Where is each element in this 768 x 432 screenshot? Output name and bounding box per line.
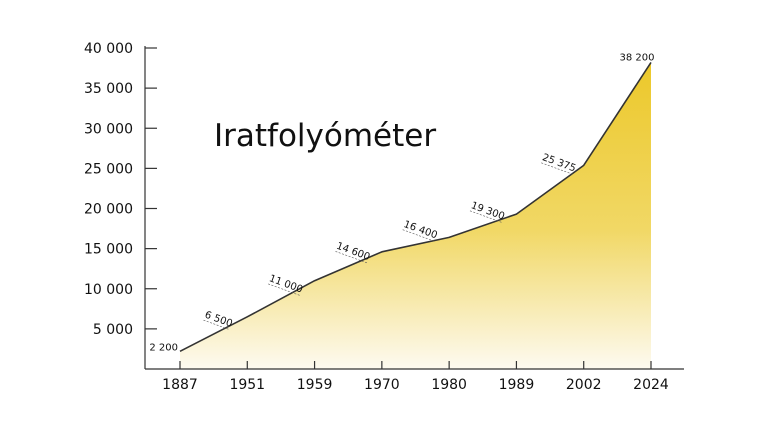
- y-tick-label: 10 000: [84, 282, 133, 298]
- y-tick-label: 20 000: [84, 202, 133, 218]
- x-tick-label: 1887: [162, 377, 198, 393]
- y-tick-label: 5 000: [93, 322, 133, 338]
- data-label: 38 200: [620, 52, 655, 63]
- y-tick-label: 30 000: [84, 121, 133, 137]
- data-label: 6 500: [203, 310, 234, 330]
- series-line: [179, 62, 652, 353]
- y-tick-label: 25 000: [84, 161, 133, 177]
- data-label-underline: [335, 251, 368, 264]
- data-label: 2 200: [149, 342, 178, 353]
- x-tick-label: 1980: [431, 377, 467, 393]
- data-label: 19 300: [469, 200, 506, 222]
- data-label: 14 600: [335, 241, 372, 263]
- chart-title: Iratfolyóméter: [214, 118, 436, 154]
- y-tick-label: 15 000: [84, 242, 133, 258]
- data-label: 16 400: [402, 219, 439, 241]
- x-tick-label: 1951: [229, 377, 265, 393]
- x-tick-label: 2024: [633, 377, 669, 393]
- data-label-underline: [268, 283, 300, 296]
- area-fill: [180, 62, 651, 369]
- x-tick-label: 1959: [297, 377, 333, 393]
- y-tick-label: 35 000: [84, 81, 133, 97]
- data-label-underline: [203, 319, 230, 330]
- x-tick-label: 2002: [566, 377, 602, 393]
- data-label: 25 375: [541, 152, 578, 174]
- y-tick-label: 40 000: [84, 41, 133, 57]
- data-label-underline: [469, 210, 502, 223]
- x-tick-label: 1970: [364, 377, 400, 393]
- x-tick-label: 1989: [499, 377, 535, 393]
- data-label: 11 000: [267, 273, 304, 295]
